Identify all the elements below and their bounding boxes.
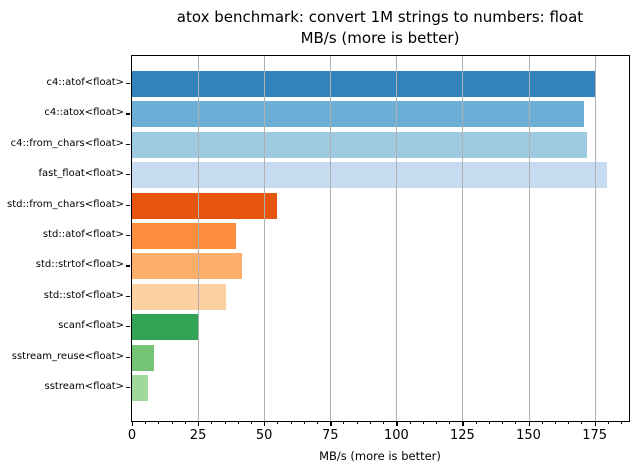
x-tick-minor: [211, 421, 213, 424]
y-tick-label-std-atof-float: std::atof<float>: [42, 229, 124, 240]
x-tick-major-100: [396, 421, 398, 426]
x-tick-minor: [488, 421, 490, 424]
gridline-x-175: [594, 56, 596, 421]
x-tick-major-125: [462, 421, 464, 426]
gridline-x-150: [528, 56, 530, 421]
x-tick-minor: [250, 421, 252, 424]
x-tick-minor: [449, 421, 451, 424]
x-tick-minor: [158, 421, 160, 424]
y-tick-mark: [126, 204, 130, 206]
bar-c4-atof-float: [132, 71, 595, 97]
y-tick-label-sstream-float: sstream<float>: [44, 381, 124, 392]
y-tick-mark: [126, 113, 130, 115]
x-tick-minor: [515, 421, 517, 424]
x-tick-minor: [475, 421, 477, 424]
x-axis: 0 25 50 75 100 125 150 175: [128, 421, 629, 475]
y-tick-mark: [126, 295, 130, 298]
x-tick-label-125: 125: [450, 428, 475, 443]
x-tick-minor: [621, 421, 623, 424]
x-tick-major-175: [594, 421, 596, 426]
x-tick-minor: [317, 421, 319, 424]
y-tick-label-std-strtof-float: std::strtof<float>: [35, 259, 124, 271]
y-tick-mark: [126, 83, 130, 85]
y-tick-mark: [126, 265, 130, 267]
bar-sstream-float: [132, 375, 148, 401]
chart-title-line-2: MB/s (more is better): [300, 29, 460, 47]
x-tick-minor: [607, 421, 609, 424]
x-tick-minor: [369, 421, 371, 424]
y-tick-label-fast-float-float: fast_float<float>: [38, 168, 124, 180]
bar-std-stof-float: [132, 283, 226, 310]
gridline-x-100: [396, 56, 398, 421]
y-tick-mark: [126, 356, 130, 358]
y-tick-mark: [126, 174, 130, 176]
x-tick-minor: [436, 421, 438, 424]
x-tick-minor: [343, 421, 345, 424]
plot-area: [131, 55, 630, 422]
x-tick-minor: [303, 421, 305, 424]
gridline-x-75: [330, 56, 332, 421]
x-tick-minor: [409, 421, 411, 424]
gridline-x-50: [264, 56, 266, 421]
x-tick-minor: [383, 421, 385, 424]
bar-fast-float-float: [132, 162, 607, 189]
x-tick-minor: [502, 421, 504, 424]
y-tick-mark: [126, 387, 130, 389]
y-tick-label-std-from-chars-float: std::from_chars<float>: [7, 198, 124, 210]
x-tick-label-0: 0: [127, 428, 137, 443]
x-tick-minor: [184, 421, 186, 424]
x-tick-label-50: 50: [255, 428, 273, 443]
x-tick-label-175: 175: [582, 428, 608, 443]
x-tick-label-75: 75: [321, 428, 339, 443]
x-tick-minor: [290, 421, 292, 424]
y-tick-label-std-stof-float: std::stof<float>: [43, 289, 124, 301]
y-tick-label-sstream-reuse-float: sstream_reuse<float>: [11, 350, 124, 362]
x-axis-label: MB/s (more is better): [319, 449, 441, 463]
x-tick-major-25: [198, 421, 200, 426]
y-tick-label-c4-from-chars-float: c4::from_chars<float>: [10, 137, 124, 149]
x-tick-major-150: [528, 421, 530, 426]
x-tick-major-50: [264, 421, 266, 426]
x-tick-minor: [422, 421, 424, 424]
bar-c4-from-chars-float: [132, 131, 587, 158]
bar-scanf-float: [132, 314, 199, 341]
y-tick-label-scanf-float: scanf<float>: [58, 320, 124, 332]
bar-std-from-chars-float: [132, 192, 278, 219]
bar-c4-atox-float: [132, 101, 585, 128]
x-tick-minor: [554, 421, 556, 424]
bar-sstream-reuse-float: [132, 344, 154, 371]
bar-std-strtof-float: [132, 253, 242, 280]
x-tick-major-75: [330, 421, 332, 426]
gridline-x-125: [462, 56, 464, 421]
x-tick-label-100: 100: [383, 428, 409, 443]
bar-std-atof-float: [132, 223, 237, 249]
x-tick-minor: [145, 421, 147, 424]
x-tick-minor: [568, 421, 570, 424]
y-tick-mark: [126, 143, 130, 146]
gridline-x-25: [198, 56, 200, 421]
x-tick-major-0: [132, 421, 134, 426]
x-tick-label-150: 150: [516, 428, 541, 443]
y-tick-label-c4-atof-float: c4::atof<float>: [46, 77, 124, 88]
y-tick-label-c4-atox-float: c4::atox<float>: [44, 107, 124, 119]
x-tick-minor: [171, 421, 173, 424]
x-tick-minor: [581, 421, 583, 424]
x-tick-label-25: 25: [189, 428, 207, 443]
x-tick-minor: [237, 421, 239, 424]
y-tick-mark: [126, 235, 130, 237]
x-tick-minor: [356, 421, 358, 424]
x-tick-minor: [541, 421, 543, 424]
x-tick-minor: [224, 421, 226, 424]
chart-title-line-1: atox benchmark: convert 1M strings to nu…: [176, 8, 584, 26]
y-tick-mark: [126, 326, 130, 328]
x-tick-minor: [277, 421, 279, 424]
